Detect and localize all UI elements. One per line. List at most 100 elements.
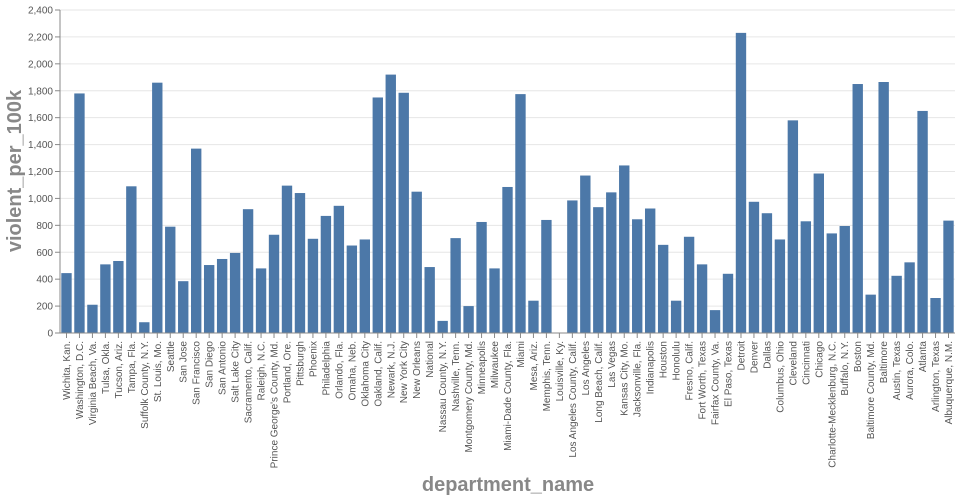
bar xyxy=(476,221,487,333)
bar xyxy=(178,281,189,333)
x-tick-label: San Diego xyxy=(205,341,216,388)
x-tick-label: Pittsburgh xyxy=(295,341,306,386)
bar xyxy=(541,219,552,333)
x-tick-label: Las Vegas xyxy=(607,341,618,388)
x-tick-label: Salt Lake City xyxy=(231,341,242,403)
x-tick-label: St. Louis, Mo. xyxy=(153,341,164,402)
bars xyxy=(61,32,954,334)
x-tick-label: Seattle xyxy=(166,341,177,373)
x-tick-label: Houston xyxy=(659,341,670,378)
bar xyxy=(904,262,915,333)
x-axis-title: department_name xyxy=(422,474,594,496)
x-tick-label: Arlington, Texas xyxy=(931,341,942,412)
x-tick-label: Montgomery County, Md. xyxy=(464,341,475,453)
x-tick-label: Buffalo, N.Y. xyxy=(840,341,851,396)
x-tick-label: Detroit xyxy=(736,341,747,371)
bar xyxy=(632,219,643,333)
bar xyxy=(255,268,267,333)
x-tick-label: Baltimore County, Md. xyxy=(866,341,877,439)
y-tick-label: 1,400 xyxy=(28,140,53,151)
bar xyxy=(463,306,474,333)
x-tick-label: Cincinnati xyxy=(801,341,812,385)
x-tick-label: Cleveland xyxy=(788,341,799,385)
bar xyxy=(126,186,137,333)
y-axis-title: violent_per_100k xyxy=(4,89,26,252)
x-tick-label: Denver xyxy=(749,340,760,373)
bar xyxy=(826,233,837,333)
x-tick-label: Raleigh, N.C. xyxy=(257,341,268,400)
bar xyxy=(152,82,163,333)
x-tick-label: Honolulu xyxy=(672,341,683,380)
y-tick-label: 1,800 xyxy=(28,86,53,97)
x-tick-label: Long Beach, Calif. xyxy=(594,341,605,423)
y-tick-label: 2,200 xyxy=(28,32,53,43)
bar xyxy=(113,260,124,333)
bar xyxy=(372,97,383,334)
x-tick-label: Tucson, Ariz. xyxy=(114,341,125,398)
x-tick-label: National xyxy=(425,341,436,378)
x-tick-label: Oakland, Calif. xyxy=(373,341,384,407)
x-tick-label: Oklahoma City xyxy=(360,341,371,407)
x-tick-label: Miami-Dade County, Fla. xyxy=(503,341,514,451)
bar xyxy=(865,294,876,333)
x-tick-label: Newark, N.J. xyxy=(386,341,397,398)
y-tick-label: 1,000 xyxy=(28,194,53,205)
y-tick-label: 1,200 xyxy=(28,167,53,178)
bar xyxy=(606,192,617,333)
bar xyxy=(216,258,228,333)
bar xyxy=(502,186,513,333)
x-tick-label: Tampa, Fla. xyxy=(127,341,138,393)
bar xyxy=(61,273,72,333)
x-tick-label: Omaha, Neb. xyxy=(347,341,358,400)
bar xyxy=(852,84,863,333)
bar xyxy=(489,268,500,333)
bar xyxy=(333,205,345,333)
bar xyxy=(437,320,448,333)
bar xyxy=(670,300,682,333)
x-tick-label: Los Angeles County, Calif. xyxy=(568,341,579,458)
x-ticks: Wichita, Kan. Washington, D.C. Virginia Be… xyxy=(62,333,955,468)
bar xyxy=(839,226,850,333)
bar xyxy=(294,193,306,333)
x-tick-label: Boston xyxy=(853,341,864,372)
bar xyxy=(787,120,799,333)
bar xyxy=(165,226,176,333)
x-tick-label: San Antonio xyxy=(218,341,229,395)
y-tick-label: 400 xyxy=(36,275,53,286)
y-tick-label: 2,400 xyxy=(28,6,53,17)
x-tick-label: Miami xyxy=(516,341,527,368)
x-tick-label: Indianapolis xyxy=(646,341,657,394)
bar xyxy=(320,215,332,333)
bar xyxy=(709,310,721,333)
bar xyxy=(346,245,358,333)
bar xyxy=(891,275,902,333)
bar xyxy=(696,264,708,333)
bar xyxy=(268,234,280,333)
x-tick-label: Fort Worth, Texas xyxy=(698,341,709,420)
bar xyxy=(450,238,461,333)
bar xyxy=(567,200,578,333)
x-tick-label: Columbus, Ohio xyxy=(775,341,786,413)
y-tick-label: 0 xyxy=(47,329,53,340)
bar xyxy=(229,252,241,333)
y-tick-label: 600 xyxy=(36,248,53,259)
bar xyxy=(203,265,215,333)
bar xyxy=(930,298,941,333)
x-tick-label: Washington, D.C. xyxy=(75,341,86,419)
x-tick-label: Sacramento, Calif. xyxy=(244,341,255,423)
x-tick-label: Fairfax County, Va. xyxy=(711,341,722,425)
bar xyxy=(813,173,824,333)
bar xyxy=(74,93,85,333)
x-tick-label: Austin, Texas xyxy=(892,341,903,400)
bar xyxy=(281,185,293,333)
bar xyxy=(761,213,773,333)
x-tick-label: Louisville, Ky. xyxy=(555,341,566,401)
x-tick-label: Baltimore xyxy=(879,341,890,384)
x-tick-label: San Jose xyxy=(179,341,190,383)
bar xyxy=(398,92,409,333)
x-tick-label: Fresno, Calif. xyxy=(685,341,696,400)
x-tick-label: Philadelphia xyxy=(321,341,332,396)
x-tick-label: Albuquerque, N.M. xyxy=(944,341,955,424)
bar xyxy=(774,239,786,333)
x-tick-label: Tulsa, Okla. xyxy=(101,341,112,394)
